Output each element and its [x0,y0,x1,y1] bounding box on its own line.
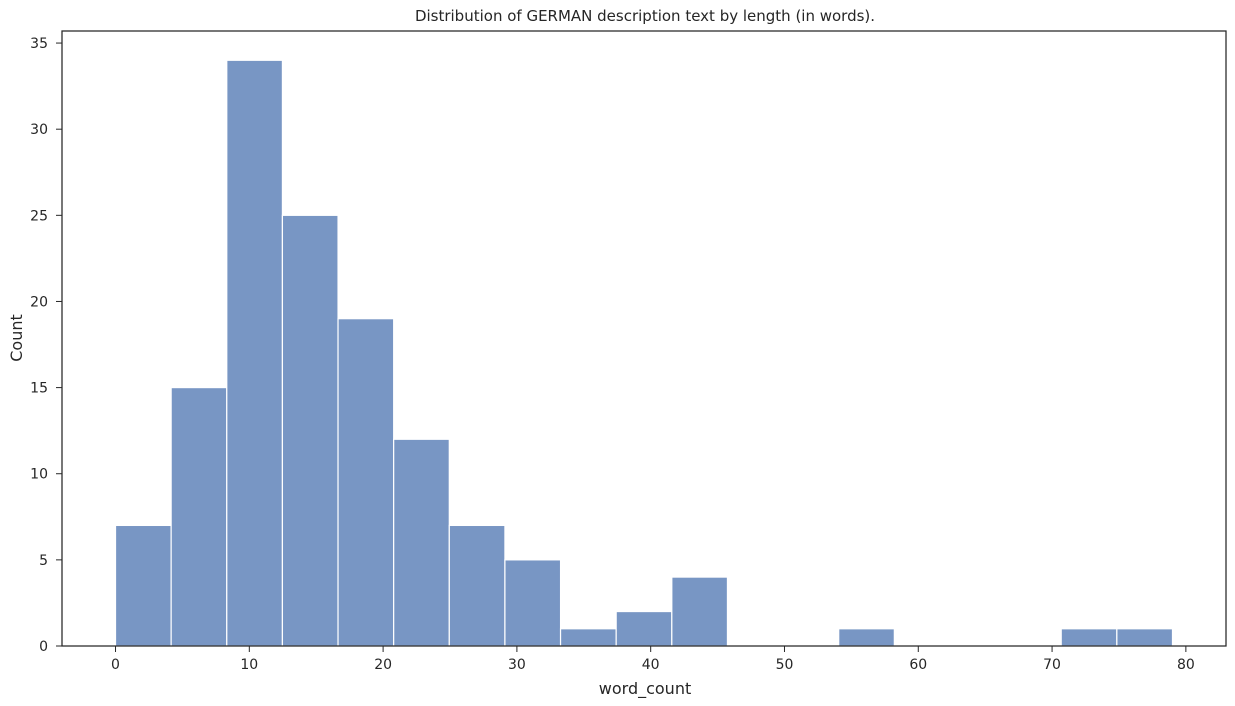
x-tick-label: 0 [111,657,120,673]
y-tick-label: 35 [30,36,48,52]
histogram-bar [281,214,339,647]
histogram-bar [114,524,172,647]
y-tick-label: 30 [30,122,48,138]
y-tick-label: 10 [30,467,48,483]
x-tick-label: 50 [776,657,794,673]
histogram-bar [1060,628,1118,647]
x-tick-label: 80 [1177,657,1195,673]
histogram-bar [337,318,395,647]
histogram-bar [1116,628,1174,647]
chart-title: Distribution of GERMAN description text … [415,7,875,25]
x-ticks: 0 10 20 30 40 50 60 70 80 [111,646,1195,673]
histogram-bar [448,524,506,647]
x-tick-label: 60 [909,657,927,673]
y-tick-label: 0 [39,639,48,655]
x-tick-label: 10 [240,657,258,673]
x-tick-label: 70 [1043,657,1061,673]
plot-frame [61,30,1227,647]
bars-group [114,59,1174,647]
y-tick-label: 25 [30,208,48,224]
histogram-bar [559,628,617,647]
y-tick-label: 20 [30,294,48,310]
y-ticks: 0 5 10 15 20 25 30 35 [30,36,62,655]
histogram-bar [671,576,729,647]
histogram-bar [226,59,284,647]
histogram-bar [393,438,450,647]
histogram-bar [838,628,895,647]
x-axis-label: word_count [599,679,691,699]
histogram-bar [615,610,673,647]
histogram-bar [170,386,228,647]
x-tick-label: 20 [374,657,392,673]
y-axis-label: Count [7,314,26,362]
histogram-bar [504,559,562,647]
x-tick-label: 40 [642,657,660,673]
y-tick-label: 5 [39,553,48,569]
y-tick-label: 15 [30,381,48,397]
x-tick-label: 30 [508,657,526,673]
